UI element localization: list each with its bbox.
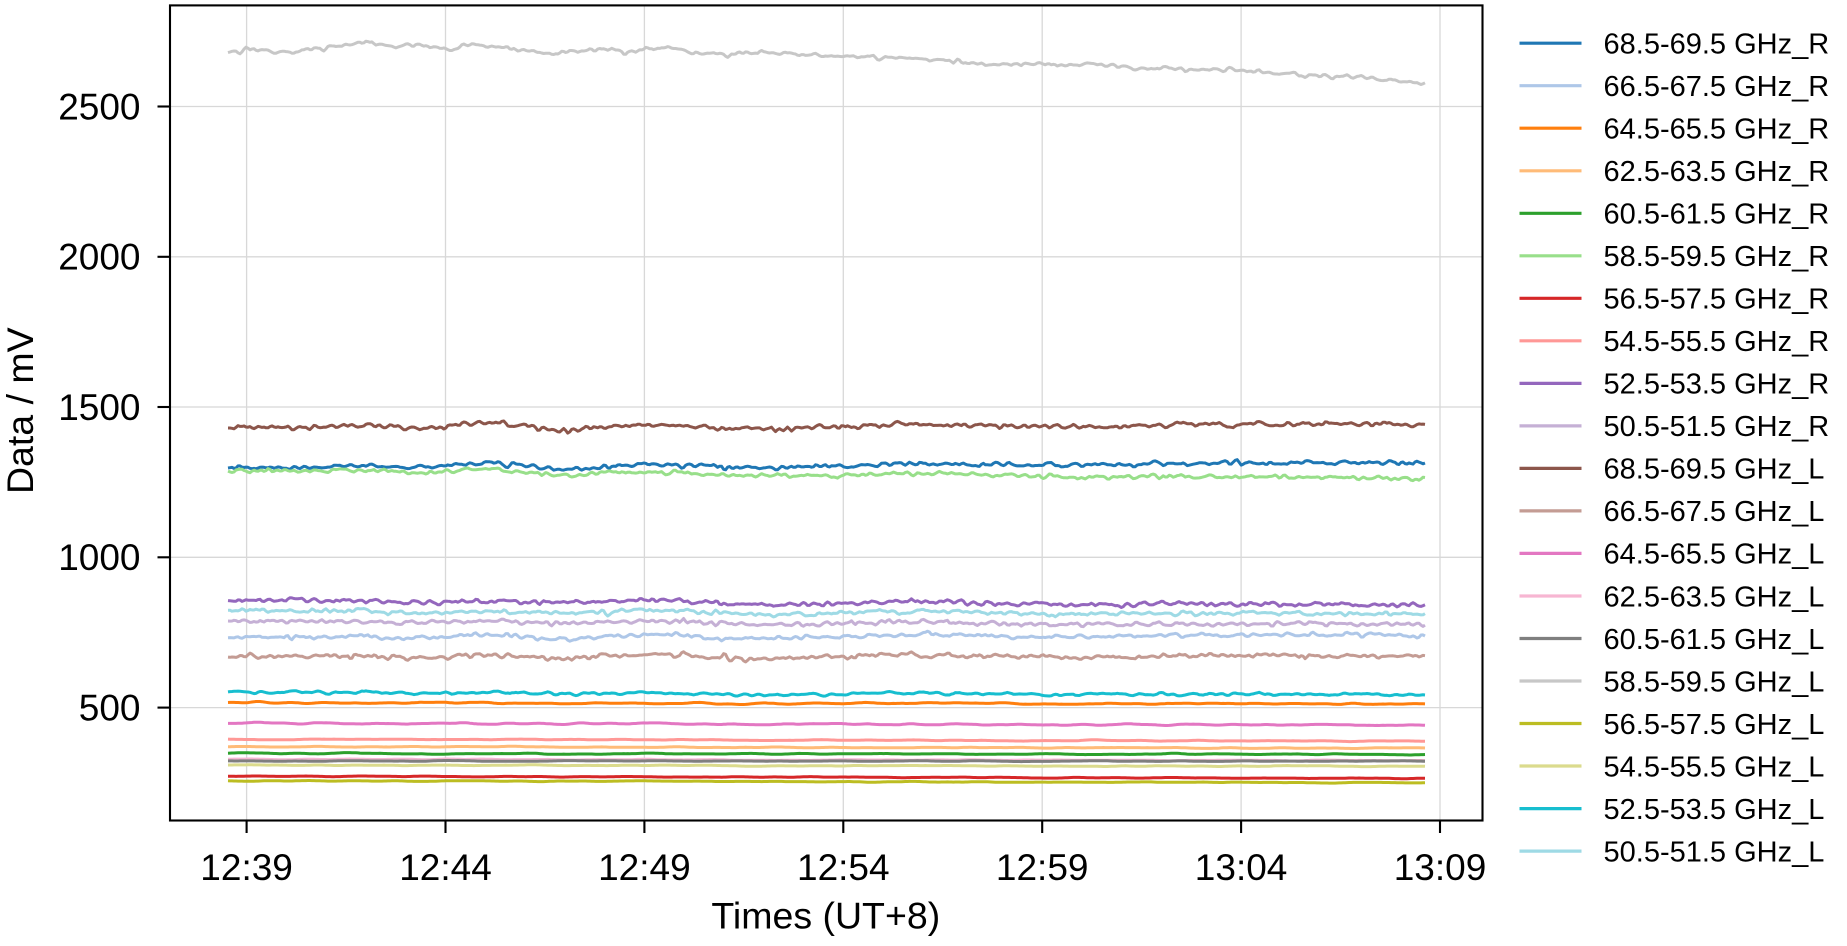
svg-text:52.5-53.5 GHz_L: 52.5-53.5 GHz_L xyxy=(1604,794,1825,826)
svg-text:56.5-57.5 GHz_L: 56.5-57.5 GHz_L xyxy=(1604,709,1825,741)
svg-text:64.5-65.5 GHz_R: 64.5-65.5 GHz_R xyxy=(1604,114,1830,146)
svg-text:60.5-61.5 GHz_L: 60.5-61.5 GHz_L xyxy=(1604,624,1825,656)
svg-text:52.5-53.5 GHz_R: 52.5-53.5 GHz_R xyxy=(1604,369,1830,401)
svg-text:12:54: 12:54 xyxy=(797,847,890,888)
svg-text:12:49: 12:49 xyxy=(598,847,691,888)
svg-text:58.5-59.5 GHz_R: 58.5-59.5 GHz_R xyxy=(1604,241,1830,273)
svg-text:13:04: 13:04 xyxy=(1195,847,1288,888)
svg-text:2000: 2000 xyxy=(58,237,140,278)
svg-text:62.5-63.5 GHz_R: 62.5-63.5 GHz_R xyxy=(1604,156,1830,188)
svg-text:56.5-57.5 GHz_R: 56.5-57.5 GHz_R xyxy=(1604,284,1830,316)
svg-text:1500: 1500 xyxy=(58,387,140,428)
svg-text:12:59: 12:59 xyxy=(996,847,1089,888)
svg-text:54.5-55.5 GHz_L: 54.5-55.5 GHz_L xyxy=(1604,751,1825,783)
svg-text:66.5-67.5 GHz_L: 66.5-67.5 GHz_L xyxy=(1604,496,1825,528)
svg-text:62.5-63.5 GHz_L: 62.5-63.5 GHz_L xyxy=(1604,581,1825,613)
svg-text:58.5-59.5 GHz_L: 58.5-59.5 GHz_L xyxy=(1604,666,1825,698)
svg-text:50.5-51.5 GHz_R: 50.5-51.5 GHz_R xyxy=(1604,411,1830,443)
svg-text:68.5-69.5 GHz_L: 68.5-69.5 GHz_L xyxy=(1604,454,1825,486)
svg-text:1000: 1000 xyxy=(58,537,140,578)
svg-text:66.5-67.5 GHz_R: 66.5-67.5 GHz_R xyxy=(1604,71,1830,103)
svg-text:12:44: 12:44 xyxy=(399,847,492,888)
svg-text:500: 500 xyxy=(79,688,141,729)
svg-text:50.5-51.5 GHz_L: 50.5-51.5 GHz_L xyxy=(1604,836,1825,868)
svg-text:12:39: 12:39 xyxy=(200,847,293,888)
svg-text:60.5-61.5 GHz_R: 60.5-61.5 GHz_R xyxy=(1604,199,1830,231)
svg-text:68.5-69.5 GHz_R: 68.5-69.5 GHz_R xyxy=(1604,29,1830,61)
svg-text:13:09: 13:09 xyxy=(1394,847,1487,888)
svg-text:64.5-65.5 GHz_L: 64.5-65.5 GHz_L xyxy=(1604,539,1825,571)
svg-text:54.5-55.5 GHz_R: 54.5-55.5 GHz_R xyxy=(1604,326,1830,358)
svg-text:2500: 2500 xyxy=(58,86,140,127)
svg-text:Times (UT+8): Times (UT+8) xyxy=(711,894,940,936)
svg-text:Data / mV: Data / mV xyxy=(0,327,41,494)
